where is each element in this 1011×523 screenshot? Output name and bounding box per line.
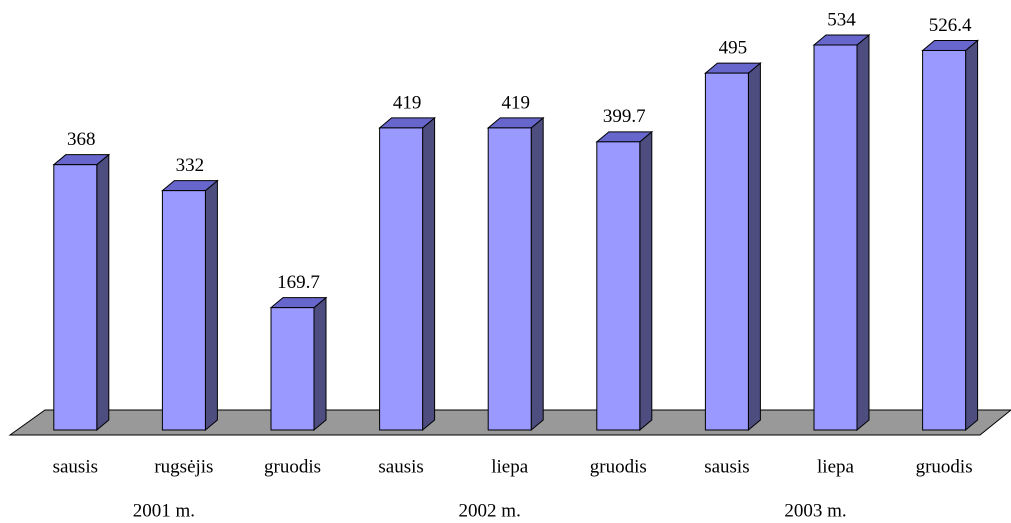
bar <box>921 39 979 432</box>
bar <box>161 179 219 432</box>
bar <box>269 296 328 432</box>
data-label: 332 <box>176 155 205 176</box>
bar-side <box>639 130 653 432</box>
bar-front <box>596 141 641 431</box>
x-tick-label: sausis <box>378 456 423 477</box>
bar-front <box>270 307 315 431</box>
bar-side <box>747 62 761 432</box>
x-tick-label: gruodis <box>264 456 321 477</box>
bar-side <box>856 33 870 432</box>
bar-side <box>422 116 436 432</box>
bar <box>812 33 871 432</box>
x-tick-label: liepa <box>817 456 854 477</box>
group-label: 2002 m. <box>459 500 521 521</box>
bar <box>52 153 111 432</box>
bar-front <box>53 164 98 431</box>
bar <box>595 130 654 432</box>
bar-side <box>313 296 327 432</box>
bar-front <box>922 49 967 431</box>
bar-side <box>96 153 110 432</box>
bar-front <box>813 44 858 431</box>
data-label: 368 <box>67 129 96 150</box>
x-tick-label: sausis <box>53 456 98 477</box>
bar-front <box>161 190 206 431</box>
bar-side <box>204 179 218 432</box>
bar-side <box>530 116 544 432</box>
x-tick-label: liepa <box>491 456 528 477</box>
x-tick-label: sausis <box>704 456 749 477</box>
data-label: 419 <box>501 92 530 113</box>
group-label: 2003 m. <box>784 500 846 521</box>
bar-side <box>965 39 979 432</box>
bar-front <box>704 72 749 431</box>
bar-front <box>379 127 424 431</box>
data-label: 495 <box>719 37 748 58</box>
x-tick-label: gruodis <box>590 456 647 477</box>
x-tick-label: rugsėjis <box>154 456 213 477</box>
bar <box>704 62 762 432</box>
x-tick-label: gruodis <box>916 456 973 477</box>
bar <box>378 116 436 432</box>
data-label: 399.7 <box>603 106 646 127</box>
data-label: 419 <box>393 92 422 113</box>
group-label: 2001 m. <box>133 500 195 521</box>
bar <box>486 116 545 432</box>
bar-front <box>487 127 532 431</box>
data-label: 169.7 <box>277 272 320 293</box>
data-label: 534 <box>827 9 856 30</box>
data-label: 526.4 <box>929 15 972 36</box>
